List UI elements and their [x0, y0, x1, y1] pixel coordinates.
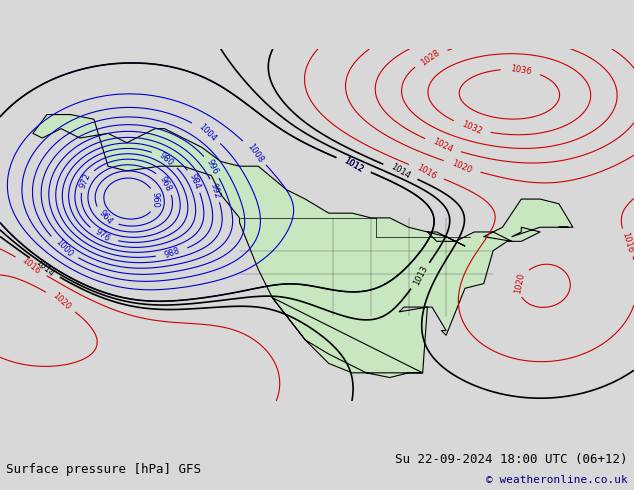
Text: 1016: 1016: [20, 256, 42, 276]
Text: 988: 988: [163, 246, 181, 260]
Text: 1004: 1004: [197, 122, 217, 143]
Text: 1012: 1012: [342, 156, 365, 174]
Text: 976: 976: [94, 227, 112, 244]
Text: Surface pressure [hPa] GFS: Surface pressure [hPa] GFS: [6, 464, 202, 476]
Text: 964: 964: [96, 208, 113, 226]
Text: Su 22-09-2024 18:00 UTC (06+12): Su 22-09-2024 18:00 UTC (06+12): [395, 453, 628, 466]
Text: 1020: 1020: [50, 291, 72, 312]
Text: 1013: 1013: [411, 264, 429, 287]
Text: 996: 996: [205, 158, 220, 176]
Text: 980: 980: [157, 150, 174, 168]
Text: 1020: 1020: [514, 271, 526, 294]
Text: 1008: 1008: [245, 142, 264, 164]
Text: 1014: 1014: [389, 163, 411, 181]
Text: 1012: 1012: [342, 156, 365, 174]
Text: 984: 984: [188, 172, 202, 190]
Text: 1000: 1000: [53, 237, 74, 259]
Text: 992: 992: [209, 182, 222, 199]
Text: 1036: 1036: [510, 64, 532, 76]
Text: 1020: 1020: [451, 158, 474, 175]
Text: 1016: 1016: [415, 163, 437, 181]
Text: 972: 972: [79, 172, 93, 190]
Polygon shape: [33, 115, 573, 377]
Text: 968: 968: [158, 174, 174, 193]
Text: 960: 960: [150, 192, 160, 208]
Text: 1028: 1028: [419, 48, 441, 67]
Text: 1016: 1016: [621, 231, 634, 254]
Text: © weatheronline.co.uk: © weatheronline.co.uk: [486, 475, 628, 485]
Text: 1014: 1014: [34, 257, 55, 278]
Text: 1024: 1024: [431, 137, 454, 154]
Text: 1032: 1032: [460, 120, 483, 136]
